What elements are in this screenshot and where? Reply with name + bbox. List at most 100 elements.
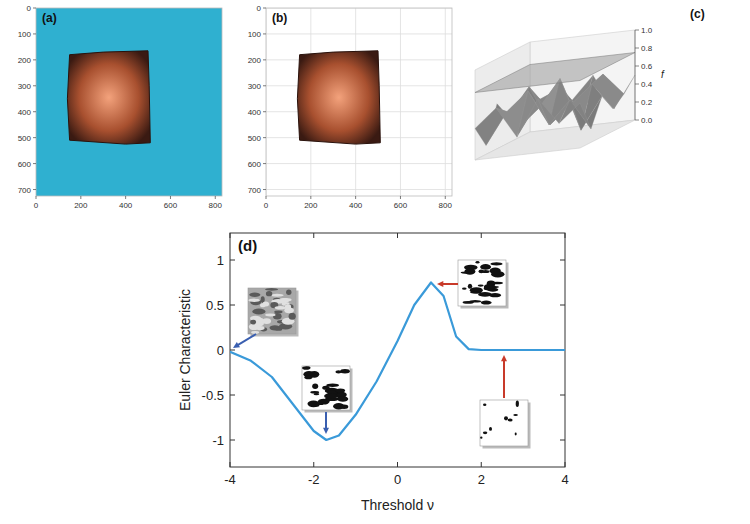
tick — [266, 196, 267, 199]
inset-blob — [336, 388, 345, 392]
inset-blob — [515, 433, 517, 436]
inset-blob — [275, 306, 286, 310]
inset-blob — [304, 375, 312, 379]
inset-blob — [463, 301, 474, 304]
tick — [635, 48, 639, 49]
inset-blob — [248, 299, 260, 302]
grid-line — [266, 163, 452, 164]
inset-blob — [324, 393, 337, 399]
inset-blob — [302, 366, 310, 370]
inset-blob — [476, 261, 480, 264]
tick — [445, 196, 446, 199]
tick — [565, 233, 566, 238]
object — [297, 51, 380, 144]
inset-blob — [249, 293, 260, 297]
z-axis — [635, 30, 636, 120]
tick — [263, 33, 266, 34]
floor — [475, 120, 635, 160]
surface-cell — [549, 79, 581, 131]
tick-label: 2 — [478, 472, 485, 487]
inset-blob — [462, 288, 467, 290]
arrow-head — [233, 342, 240, 348]
tick-label: 1 — [217, 253, 224, 268]
image-panel: 02004006008000100200300400500600700(a) — [18, 4, 223, 210]
inset-blob — [250, 320, 256, 325]
tick — [635, 102, 639, 103]
image-background — [266, 8, 452, 196]
tick-label: 1.0 — [641, 26, 653, 35]
inset-blob — [484, 284, 496, 291]
tick-label: -1 — [212, 433, 224, 448]
inset-blob — [284, 307, 294, 313]
inset-blob — [274, 311, 282, 314]
inset-blob — [480, 437, 482, 439]
tick-label: 0 — [394, 472, 401, 487]
tick-label: -4 — [224, 472, 236, 487]
tick-label: 700 — [18, 186, 32, 195]
inset-blob — [508, 418, 513, 421]
panel-label: (b) — [272, 11, 287, 25]
grid-line — [400, 8, 401, 196]
inset-blob — [489, 427, 492, 431]
tick — [560, 305, 565, 306]
tick — [230, 440, 235, 441]
arrow-shaft — [325, 412, 327, 430]
tick — [33, 163, 36, 164]
inset-blob — [326, 384, 339, 387]
arrow-shaft — [503, 359, 505, 398]
threshold-plane — [475, 53, 635, 93]
inset-blob — [266, 291, 272, 296]
tick-label: 300 — [18, 82, 32, 91]
inset-blob — [479, 270, 484, 274]
inset-blob — [252, 309, 265, 315]
surface-panel: 0.00.20.40.60.81.0f(c) — [475, 7, 705, 160]
inset-blob — [265, 288, 278, 291]
inset-blob — [490, 262, 502, 265]
tick — [635, 30, 639, 31]
grid-line — [445, 8, 446, 196]
inset-blob — [336, 370, 342, 373]
tick-label: 100 — [18, 30, 32, 39]
tick-label: 0.6 — [641, 62, 653, 71]
tick — [215, 196, 216, 199]
arrow-shaft — [236, 334, 256, 346]
inset-blob — [273, 313, 282, 319]
tick — [263, 8, 266, 9]
tick-label: 200 — [248, 56, 262, 65]
tick-label: 0.8 — [641, 44, 653, 53]
frame — [266, 8, 452, 196]
tick-label: 400 — [119, 201, 133, 210]
inset-blob — [256, 318, 263, 323]
tick — [33, 59, 36, 60]
frame — [36, 8, 222, 196]
tick-label: 0 — [34, 201, 39, 210]
arrow-head — [501, 355, 507, 361]
inset-blob — [480, 264, 491, 270]
image-panel: 02004006008000100200300400500600700(b) — [248, 4, 453, 210]
tick — [33, 33, 36, 34]
inset-frame — [458, 260, 506, 306]
inset-blob — [470, 287, 483, 293]
tick — [33, 111, 36, 112]
tick — [230, 462, 231, 467]
inset-blob — [468, 284, 472, 289]
inset-blob — [340, 405, 348, 409]
tick — [170, 196, 171, 199]
tick — [33, 8, 36, 9]
inset-blob — [504, 416, 508, 420]
tick — [560, 395, 565, 396]
inset-blob — [312, 384, 318, 389]
inset-blob — [491, 271, 504, 277]
tick — [310, 196, 311, 199]
tick-label: 0 — [217, 343, 224, 358]
tick — [635, 120, 639, 121]
tick — [230, 260, 235, 261]
tick — [313, 233, 314, 238]
tick-label: 4 — [561, 472, 568, 487]
tick-label: 0 — [257, 4, 262, 13]
tick-label: 0.4 — [641, 80, 653, 89]
tick — [400, 196, 401, 199]
arrow — [437, 281, 458, 287]
tick-label: 700 — [248, 186, 262, 195]
inset-blob — [516, 400, 519, 407]
